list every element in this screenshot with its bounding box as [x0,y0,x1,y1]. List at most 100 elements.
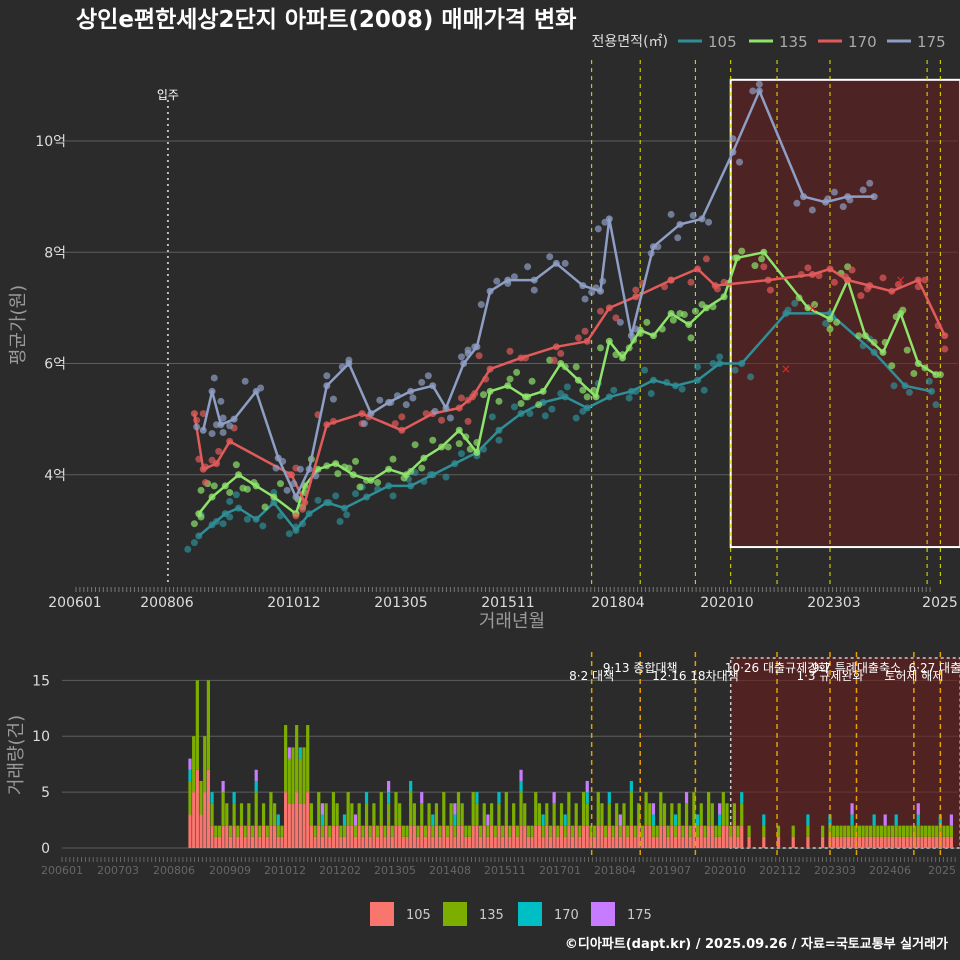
series-point-170 [455,404,463,412]
series-point-105 [694,363,702,371]
volume-bar-105 [420,825,424,848]
volume-bar-170 [387,792,391,804]
series-point-175 [793,199,801,207]
volume-bar-105 [379,825,383,848]
volume-bar-105 [258,836,262,848]
volume-bar-135 [695,825,700,837]
series-point-170 [815,272,823,280]
x-tick-label: 202303 [807,595,860,611]
policy-label: 12·16 18차대책 [652,668,739,683]
volume-bar-135 [703,825,707,837]
volume-bar-105 [375,836,380,848]
series-point-175 [217,397,225,405]
series-point-170 [605,304,613,312]
volume-bar-105 [497,825,501,848]
series-point-170 [422,410,430,418]
volume-bar-135 [409,792,413,826]
volume-bar-135 [607,803,611,826]
series-point-135 [517,400,525,408]
volume-bar-105 [302,803,306,848]
series-point-105 [285,530,293,538]
volume-bar-135 [699,803,703,826]
bottom-x-tick-label: 200601 [41,864,83,877]
series-point-175 [257,384,265,392]
volume-bar-105 [699,825,703,848]
series-point-175 [601,218,609,226]
volume-bar-105 [695,836,700,848]
series-point-175 [429,382,437,390]
y-tick-label: 4억 [44,468,66,484]
volume-bar-170 [563,814,567,826]
volume-bar-135 [478,825,483,837]
series-point-135 [197,513,205,521]
volume-bar-105 [427,825,431,848]
volume-bar-105 [920,836,924,848]
series-point-135 [438,443,446,451]
series-point-170 [301,499,309,507]
series-point-135 [936,371,944,379]
series-point-105 [932,401,940,409]
volume-bar-135 [188,780,192,815]
series-point-175 [283,486,291,494]
volume-bar-175 [850,803,854,815]
volume-bar-135 [291,747,295,804]
volume-bar-135 [420,803,424,826]
volume-bar-105 [839,836,843,848]
series-point-170 [226,437,234,445]
series-point-105 [731,366,739,374]
series-point-105 [905,388,913,396]
series-point-105 [641,366,649,374]
volume-bar-105 [861,836,865,848]
series-point-135 [888,362,896,370]
series-point-170 [934,322,942,330]
series-point-175 [736,158,744,166]
series-point-175 [524,263,532,271]
volume-bar-105 [537,825,542,848]
series-point-170 [208,456,216,464]
volume-bar-135 [931,825,935,837]
series-point-105 [292,523,300,531]
volume-bar-105 [640,836,645,848]
volume-bar-105 [894,836,898,848]
volume-bar-135 [721,792,725,826]
volume-bar-135 [379,792,383,826]
series-point-170 [215,447,223,455]
series-point-135 [462,433,470,441]
volume-bar-105 [287,803,291,848]
volume-bar-135 [320,825,325,837]
volume-bar-175 [486,814,490,826]
volume-bar-170 [718,814,722,826]
volume-bar-135 [776,825,781,837]
volume-bar-105 [618,836,622,848]
volume-bar-135 [857,825,862,837]
volume-bar-105 [567,825,571,848]
series-point-175 [510,273,518,281]
series-point-105 [678,385,686,393]
volume-bar-135 [681,825,685,837]
x-tick-label: 201511 [481,595,534,611]
series-point-105 [716,360,724,367]
volume-bar-105 [931,836,935,848]
volume-bar-170 [938,814,942,826]
volume-bar-135 [445,825,450,837]
volume-bar-135 [626,825,630,837]
series-point-135 [903,346,911,354]
legend-title: 전용면적(㎡) [592,34,668,50]
volume-bar-105 [688,836,692,848]
volume-bar-135 [317,792,321,826]
volume-bar-105 [648,825,652,848]
series-point-135 [539,387,547,395]
series-point-175 [446,414,454,422]
volume-bar-170 [806,814,810,826]
volume-bar-135 [559,803,564,826]
volume-bar-105 [515,836,519,848]
volume-bar-105 [883,836,887,848]
series-point-170 [438,416,446,424]
volume-bar-105 [368,836,372,848]
volume-bar-105 [876,836,880,848]
volume-bar-135 [640,825,645,837]
series-point-105 [890,382,898,390]
volume-bar-135 [556,825,560,837]
volume-bar-135 [905,825,909,837]
series-point-175 [616,318,624,326]
